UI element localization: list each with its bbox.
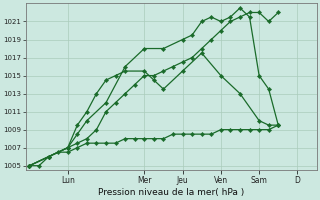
X-axis label: Pression niveau de la mer( hPa ): Pression niveau de la mer( hPa ) [98,188,244,197]
